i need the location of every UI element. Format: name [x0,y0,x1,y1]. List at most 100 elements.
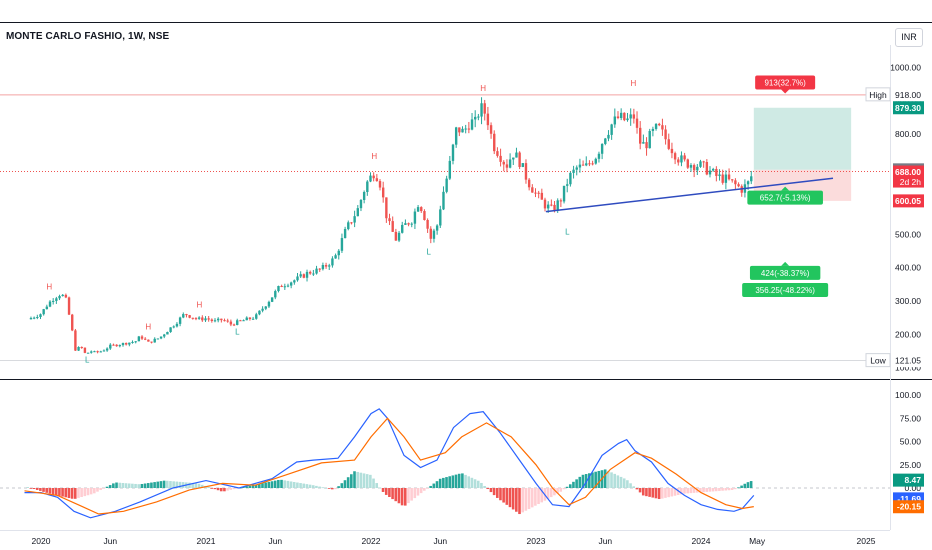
candle-body [99,351,102,353]
pattern-label-high: H [46,282,52,291]
histogram-bar [534,488,537,506]
profit-zone [753,107,852,170]
time-axis-tick: 2024 [692,536,711,546]
histogram-bar [457,473,461,488]
candle-body [524,163,528,180]
candle-body [639,127,642,144]
candle-body [708,170,712,175]
macd-series-macd [24,408,755,519]
candle-body [147,339,150,342]
candle-body [67,297,71,315]
histogram-bar [251,485,255,488]
histogram-bar [292,481,296,488]
candle-body [546,204,550,209]
histogram-bar [416,488,420,496]
candle-body [74,330,77,351]
histogram-bar [289,481,293,488]
candle-body [493,133,496,152]
price-badge-bg [893,194,924,208]
currency-button[interactable]: INR [895,28,923,47]
histogram-bar [410,488,413,501]
histogram-bar [660,488,664,499]
histogram-bar [156,481,160,488]
histogram-bar [403,488,407,506]
histogram-bar [400,488,404,506]
histogram-bar [330,488,334,490]
histogram-bar [48,488,52,494]
candle-body [150,341,153,343]
price-axis-tick: 500.00 [895,229,921,239]
candle-body [651,128,655,131]
histogram-bar [540,488,544,503]
candle-body [642,142,645,144]
histogram-bar [172,481,175,488]
candle-body [648,130,651,149]
histogram-bar [648,488,651,497]
candle-body [185,314,188,316]
bar-countdown: 2d 2h [900,177,922,187]
candle-body [619,112,623,119]
candle-body [616,116,620,119]
candle-body [388,218,391,222]
candle-body [451,144,455,161]
candle-body [521,163,524,167]
price-axis-tick: 100.00 [895,363,921,373]
candle-body [518,152,521,167]
candle-body [293,280,296,283]
histogram-bar [419,488,423,494]
macd-badge: -20.15 [897,502,921,512]
histogram-bar [264,482,267,488]
candle-body [632,114,636,119]
histogram-bar [299,483,302,488]
candle-body [394,231,398,241]
candles [29,97,753,354]
histogram-bar [467,476,471,488]
pattern-label-high: H [630,79,636,88]
candle-body [309,271,312,274]
symbol-title: MONTE CARLO FASHIO, 1W, NSE [6,31,170,42]
histogram-bar [105,486,109,488]
histogram-bar [108,485,112,488]
macd-badge: -11.69 [897,494,921,504]
low-tag-box [865,353,891,368]
histogram-bar [549,488,553,498]
candle-body [470,119,474,130]
histogram-bar [197,483,201,488]
histogram-bar [26,487,29,488]
candle-body [223,320,226,322]
candle-body [423,211,426,220]
candle-body [515,152,518,158]
price-badge: 879.30 [895,103,921,113]
histogram-bar [511,488,515,510]
high-value: 918.00 [895,90,921,100]
histogram-bar [219,488,223,492]
histogram-bar [207,486,210,488]
histogram-bar [626,480,629,488]
histogram-bar [146,483,150,488]
candle-body [680,155,683,163]
candle-body [734,180,737,185]
callout-label: 356.25(-48.22%) [755,286,815,295]
histogram-bar [51,488,55,495]
candle-body [505,164,509,168]
histogram-bar [654,488,658,499]
candle-body [343,229,347,239]
histogram-bar [683,488,686,494]
candle-body [178,317,182,324]
histogram-bar [213,488,217,490]
candle-body [131,341,134,343]
callout-arrow [781,186,790,191]
candle-body [381,187,385,198]
histogram-bar [32,488,36,490]
candle-body [182,314,185,318]
candle-body [153,338,156,343]
histogram-bar [680,488,683,495]
histogram-bar [375,483,379,488]
price-axis-tick: 1000.00 [890,63,921,73]
candle-body [512,157,515,160]
candle-body [105,348,109,351]
price-axis-tick: 300.00 [895,296,921,306]
candle-body [696,166,699,171]
histogram-bar [311,485,315,488]
